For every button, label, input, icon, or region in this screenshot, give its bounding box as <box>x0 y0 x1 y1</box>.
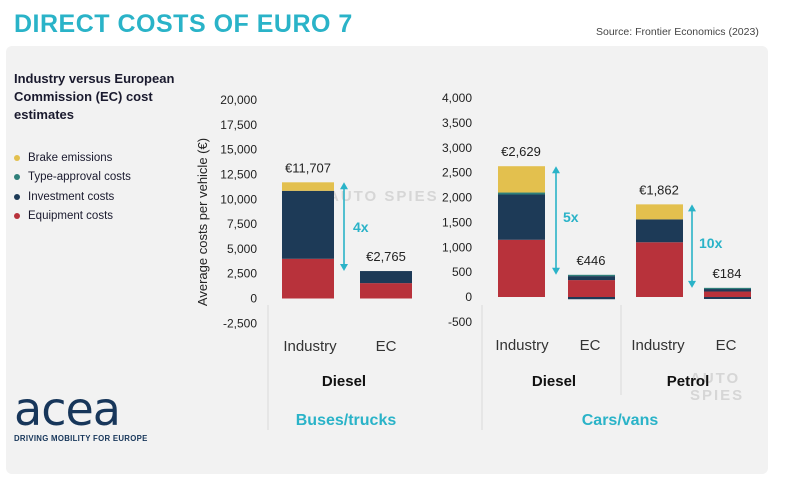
y-tick-label-bus-5-000: 5,000 <box>227 242 257 256</box>
bar-car-ec-3-type-approval-costs <box>704 287 751 290</box>
total-label-car-1: €446 <box>577 253 606 268</box>
legend-item-investment: Investment costs <box>14 187 131 207</box>
ratio-label-bus: 4x <box>353 219 369 235</box>
bar-car-ec-1-investment-costs <box>568 276 615 281</box>
panel-label-cars-vans: Cars/vans <box>582 412 659 429</box>
bar-car-ec-1-equipment-costs <box>568 280 615 297</box>
legend-item-brake: Brake emissions <box>14 148 131 168</box>
y-tick-label-car-3-500: 3,500 <box>442 116 472 130</box>
category-label-bus-industry: Industry <box>283 338 337 355</box>
y-tick-label-bus-0: 0 <box>250 292 257 306</box>
total-label-car-3: €184 <box>713 266 742 281</box>
legend: Brake emissions Type-approval costs Inve… <box>14 148 131 226</box>
y-tick-label-car-500: -500 <box>448 315 472 329</box>
legend-item-type-approval: Type-approval costs <box>14 168 131 188</box>
total-label-car-0: €2,629 <box>501 144 541 159</box>
y-tick-label-bus-7-500: 7,500 <box>227 217 257 231</box>
total-label-bus-ec: €2,765 <box>366 249 406 264</box>
ratio-label-petrol: 10x <box>699 235 723 251</box>
bar-bus-industry-0-brake-emissions <box>282 182 334 191</box>
y-tick-label-car-500: 500 <box>452 265 472 279</box>
ratio-arrow-bus-head-down <box>340 264 348 272</box>
group-label-car-petrol: Petrol <box>667 373 710 390</box>
group-label-bus-diesel: Diesel <box>322 373 366 390</box>
legend-label-brake: Brake emissions <box>28 151 113 164</box>
source-note: Source: Frontier Economics (2023) <box>596 26 759 38</box>
legend-swatch-equipment <box>14 213 20 220</box>
y-tick-label-bus-10-000: 10,000 <box>220 192 257 206</box>
ratio-label-diesel: 5x <box>563 209 579 225</box>
bar-bus-industry-0-investment-costs <box>282 190 334 259</box>
watermark-2: AUTO SPIES <box>690 370 745 404</box>
category-label-car-3: EC <box>716 337 737 354</box>
legend-swatch-brake <box>14 154 20 161</box>
ratio-arrow-bus-head-up <box>340 182 348 190</box>
legend-label-type-approval: Type-approval costs <box>28 171 131 184</box>
ratio-arrow-petrol-head-up <box>688 204 696 212</box>
y-tick-label-car-0: 0 <box>465 290 472 304</box>
bar-car-industry-2-investment-costs <box>636 219 683 243</box>
bar-car-1-negative <box>568 297 615 300</box>
y-tick-label-car-2-500: 2,500 <box>442 166 472 180</box>
group-label-car-diesel: Diesel <box>532 373 576 390</box>
bar-bus-ec-1-investment-costs <box>360 271 412 284</box>
bar-car-ec-3-equipment-costs <box>704 291 751 297</box>
y-tick-label-bus-20-000: 20,000 <box>220 93 257 107</box>
bar-car-3-negative <box>704 297 751 299</box>
category-label-bus-ec: EC <box>376 338 397 355</box>
legend-item-equipment: Equipment costs <box>14 207 131 227</box>
y-tick-label-bus-12-500: 12,500 <box>220 167 257 181</box>
bar-car-ec-3-investment-costs <box>704 289 751 292</box>
y-axis-title: Average costs per vehicle (€) <box>195 138 210 306</box>
chart-subtitle: Industry versus European Commission (EC)… <box>14 71 175 122</box>
legend-swatch-type-approval <box>14 174 20 181</box>
bar-car-industry-0-type-approval-costs <box>498 192 545 195</box>
bar-bus-ec-1-equipment-costs <box>360 283 412 299</box>
logo-tagline: DRIVING MOBILITY FOR EUROPE <box>14 434 148 443</box>
watermark-1: AUTO SPIES <box>328 188 439 205</box>
category-label-car-0: Industry <box>495 337 549 354</box>
y-tick-label-bus-2-500: -2,500 <box>223 316 257 330</box>
total-label-bus-industry: €11,707 <box>285 160 331 175</box>
page-title: DIRECT COSTS OF EURO 7 <box>14 10 353 38</box>
y-tick-label-car-3-000: 3,000 <box>442 141 472 155</box>
y-tick-label-car-1-000: 1,000 <box>442 240 472 254</box>
y-tick-label-car-1-500: 1,500 <box>442 215 472 229</box>
y-tick-label-car-2-000: 2,000 <box>442 191 472 205</box>
total-label-car-2: €1,862 <box>639 182 679 197</box>
bar-car-industry-0-investment-costs <box>498 194 545 240</box>
ratio-arrow-diesel-head-up <box>552 166 560 174</box>
bar-bus-industry-0-equipment-costs <box>282 258 334 299</box>
legend-swatch-investment <box>14 193 20 200</box>
panel-label-buses-trucks: Buses/trucks <box>296 412 397 429</box>
category-label-car-2: Industry <box>631 337 685 354</box>
y-tick-label-bus-17-500: 17,500 <box>220 118 257 132</box>
legend-label-equipment: Equipment costs <box>28 210 114 223</box>
y-tick-label-bus-2-500: 2,500 <box>227 267 257 281</box>
bar-car-ec-1-type-approval-costs <box>568 274 615 277</box>
y-tick-label-bus-15-000: 15,000 <box>220 143 257 157</box>
y-tick-label-car-4-000: 4,000 <box>442 91 472 105</box>
ratio-arrow-diesel-head-down <box>552 267 560 275</box>
bar-car-industry-2-equipment-costs <box>636 242 683 297</box>
category-label-car-1: EC <box>580 337 601 354</box>
bar-car-industry-0-brake-emissions <box>498 166 545 193</box>
ratio-arrow-petrol-head-down <box>688 280 696 288</box>
legend-label-investment: Investment costs <box>28 190 115 203</box>
bar-car-industry-2-brake-emissions <box>636 204 683 220</box>
logo-wordmark: acea <box>14 382 121 436</box>
bar-car-industry-0-equipment-costs <box>498 239 545 297</box>
acea-logo: acea DRIVING MOBILITY FOR EUROPE <box>14 386 148 443</box>
